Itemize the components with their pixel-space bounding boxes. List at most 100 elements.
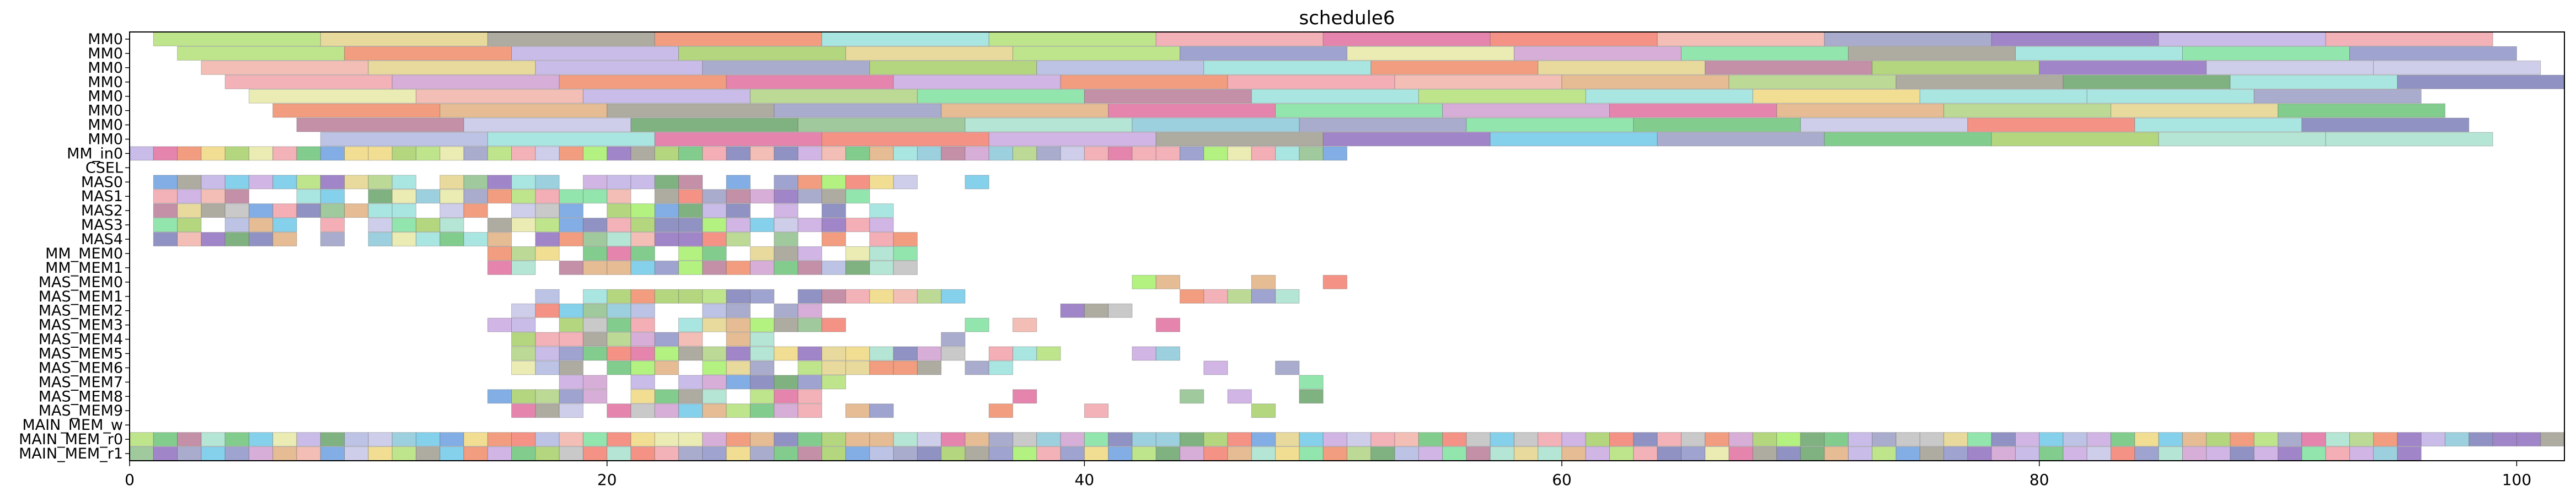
bar-main-mem-r1-24: [702, 446, 727, 461]
bar-main-mem-r1-65: [1680, 446, 1706, 461]
bar-mas2-13: [440, 203, 464, 218]
bar-mas2-10: [368, 203, 393, 218]
bar-mas-mem6-16: [511, 360, 536, 375]
bar-mm-mem0-21: [630, 246, 655, 261]
bar-mm0-1: [678, 46, 847, 61]
bar-mas-mem4-16: [511, 332, 536, 347]
bar-main-mem-r1-56: [1466, 446, 1491, 461]
bar-main-mem-r1-61: [1585, 446, 1610, 461]
bar-mas0-1: [153, 175, 178, 190]
bar-mas-mem7-21: [630, 375, 655, 390]
bar-mm0-2: [869, 60, 1037, 75]
bar-mm0-6: [965, 117, 1133, 132]
bar-mas4-19: [582, 232, 608, 246]
bar-mm0-3: [726, 74, 894, 89]
y-tick-label: MM0: [88, 45, 123, 62]
bar-main-mem-r0-94: [2373, 432, 2398, 447]
bar-mas-mem2-25: [726, 303, 751, 318]
bar-mas-mem5-31: [869, 346, 894, 361]
bar-mas-mem5-43: [1155, 346, 1181, 361]
bar-main-mem-r1-48: [1275, 446, 1300, 461]
bar-mas-mem6-48: [1275, 360, 1300, 375]
bar-mm0-0: [2158, 32, 2326, 46]
bar-mm0-6: [1299, 117, 1467, 132]
bar-mas-mem2-27: [774, 303, 799, 318]
bar-mm-mem0-31: [869, 246, 894, 261]
bar-mm-mem0-28: [797, 246, 822, 261]
y-tick-label: MAS_MEM2: [39, 303, 123, 320]
bar-main-mem-r0-65: [1680, 432, 1706, 447]
bar-mas-mem5-24: [702, 346, 727, 361]
bar-mas3-2: [177, 218, 202, 233]
bar-main-mem-r1-21: [630, 446, 655, 461]
bar-main-mem-r1-94: [2373, 446, 2398, 461]
bar-main-mem-r1-86: [2182, 446, 2207, 461]
bar-mm0-0: [1322, 32, 1491, 46]
bar-main-mem-r1-70: [1800, 446, 1825, 461]
bar-mas-mem9-23: [678, 403, 703, 418]
bar-mas-mem2-18: [559, 303, 583, 318]
bar-main-mem-r0-28: [797, 432, 822, 447]
bar-mas0-14: [463, 175, 488, 190]
bar-main-mem-r0-44: [1180, 432, 1204, 447]
bar-main-mem-r1-28: [797, 446, 822, 461]
plot-frame: [129, 31, 2565, 461]
y-tick-label: MAS4: [81, 231, 123, 248]
bar-mas0-32: [893, 175, 918, 190]
bar-main-mem-r1-31: [869, 446, 894, 461]
bar-mas2-2: [177, 203, 202, 218]
bar-mas-mem2-19: [582, 303, 608, 318]
bar-mm-in0-36: [988, 146, 1014, 161]
bar-mm0-1: [845, 46, 1014, 61]
bar-mm-in0-12: [415, 146, 441, 161]
bar-mas-mem4-23: [678, 332, 703, 347]
bar-mas-mem2-39: [1060, 303, 1085, 318]
bar-mas1-25: [726, 189, 751, 204]
bar-mas3-13: [440, 218, 464, 233]
bar-mas-mem8-18: [559, 389, 583, 404]
bar-mm-in0-25: [726, 146, 751, 161]
bar-mas-mem8-19: [582, 389, 608, 404]
bar-mas0-4: [224, 175, 249, 190]
bar-mas-mem6-22: [654, 360, 679, 375]
bar-mm0-0: [654, 32, 822, 46]
bar-mas-mem5-38: [1036, 346, 1061, 361]
bar-mas-mem7-29: [821, 375, 847, 390]
bar-main-mem-r1-66: [1705, 446, 1729, 461]
bar-mas-mem3-25: [726, 317, 751, 332]
bar-main-mem-r0-15: [487, 432, 512, 447]
bar-main-mem-r1-71: [1824, 446, 1849, 461]
bar-mm0-6: [797, 117, 966, 132]
bar-mas-mem6-31: [869, 360, 894, 375]
bar-mm0-0: [821, 32, 989, 46]
bar-mm-mem1-24: [702, 260, 727, 275]
bar-mas-mem1-45: [1203, 289, 1228, 304]
bar-mas2-20: [607, 203, 631, 218]
bar-mm0-4: [248, 89, 416, 104]
bar-main-mem-r1-91: [2301, 446, 2326, 461]
bar-mas-mem2-21: [630, 303, 655, 318]
bar-mm-in0-19: [582, 146, 608, 161]
bar-main-mem-r1-53: [1394, 446, 1419, 461]
bar-mas4-29: [821, 232, 847, 246]
bar-mm-in0-23: [678, 146, 703, 161]
bar-main-mem-r0-4: [224, 432, 249, 447]
bar-mas-mem7-18: [559, 375, 583, 390]
bar-main-mem-r0-75: [1919, 432, 1945, 447]
bar-mas2-18: [559, 203, 583, 218]
bar-main-mem-r0-60: [1561, 432, 1586, 447]
x-tick-label: 100: [2502, 471, 2531, 489]
y-tick-label: MAS2: [81, 202, 123, 219]
bar-main-mem-r1-8: [320, 446, 345, 461]
bar-mas-mem5-21: [630, 346, 655, 361]
bar-mas-mem2-20: [607, 303, 631, 318]
bar-mm-mem1-29: [821, 260, 847, 275]
bar-mas3-29: [821, 218, 847, 233]
bar-main-mem-r1-6: [272, 446, 297, 461]
bar-main-mem-r1-69: [1776, 446, 1801, 461]
bar-mas-mem9-20: [607, 403, 631, 418]
bar-mas1-7: [296, 189, 321, 204]
bar-mas3-8: [320, 218, 345, 233]
bar-mm-mem1-27: [774, 260, 799, 275]
bar-mm-in0-22: [654, 146, 679, 161]
